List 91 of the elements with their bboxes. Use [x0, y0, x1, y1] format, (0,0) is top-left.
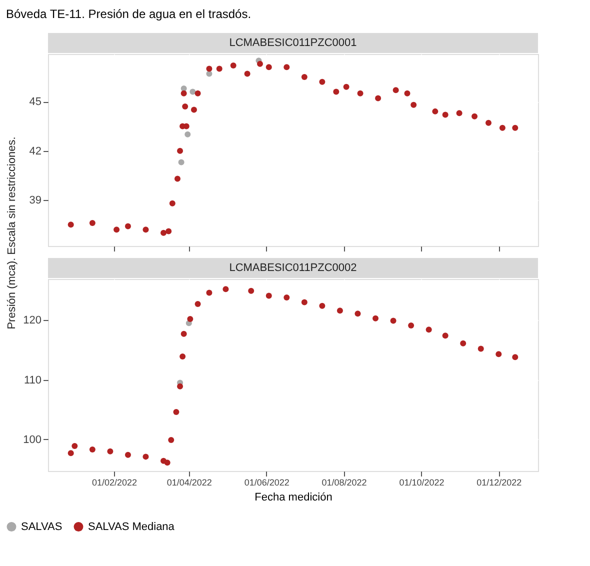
point	[333, 88, 340, 95]
point	[410, 102, 417, 108]
point	[187, 316, 194, 322]
point	[485, 120, 492, 126]
point	[496, 351, 502, 358]
y-tick-label: 39	[29, 194, 42, 207]
point	[512, 124, 518, 131]
point	[343, 84, 350, 90]
point	[266, 64, 272, 70]
point	[408, 322, 414, 329]
point	[442, 112, 448, 118]
x-tick-label: 01/02/2022	[92, 478, 138, 488]
point	[184, 131, 191, 138]
point	[432, 108, 438, 114]
point	[336, 308, 343, 314]
point	[160, 230, 167, 236]
point	[426, 326, 432, 333]
y-tick-label: 42	[29, 145, 42, 158]
point	[478, 346, 484, 352]
point	[168, 437, 174, 443]
point	[173, 408, 180, 415]
point	[301, 299, 308, 306]
x-tick-label: 01/12/2022	[476, 478, 522, 488]
point	[114, 226, 120, 233]
point	[392, 87, 399, 94]
point	[107, 448, 114, 454]
point	[456, 110, 462, 116]
point	[230, 62, 236, 68]
chart-subtitle: LCMABESIC011PZC0002	[229, 262, 357, 274]
point	[178, 159, 184, 166]
point	[222, 286, 229, 292]
point	[284, 294, 290, 300]
point	[180, 330, 187, 337]
point	[512, 354, 518, 360]
point	[216, 66, 222, 72]
chart-subtitle: LCMABESIC011PZC0001	[229, 37, 357, 49]
point	[180, 354, 186, 360]
point	[166, 228, 172, 234]
point	[182, 104, 188, 110]
point	[404, 90, 410, 96]
point	[301, 74, 308, 80]
x-tick-label: 01/08/2022	[322, 478, 367, 488]
point	[460, 340, 466, 346]
point	[372, 315, 379, 322]
point	[390, 318, 396, 324]
point	[72, 442, 78, 449]
point	[177, 148, 184, 154]
point	[180, 90, 187, 96]
point	[194, 301, 201, 308]
point	[319, 302, 326, 309]
point	[244, 70, 250, 77]
point	[472, 113, 478, 120]
point	[375, 95, 382, 102]
y-tick-label: 45	[29, 96, 42, 108]
point	[68, 222, 74, 228]
chart-title: Bóveda TE-11. Presión de agua en el trasdós.	[6, 7, 252, 21]
point	[319, 78, 326, 85]
point	[89, 446, 96, 453]
y-tick-label: 100	[23, 434, 42, 446]
point	[354, 310, 361, 317]
y-tick-label: 120	[23, 314, 42, 327]
point	[89, 220, 96, 226]
point	[256, 60, 263, 67]
point	[357, 90, 364, 96]
point	[206, 66, 212, 72]
point	[284, 64, 290, 70]
point	[194, 90, 201, 96]
x-axis-title: Fecha medición	[254, 492, 332, 504]
point	[177, 383, 184, 390]
point	[206, 290, 212, 296]
point	[190, 88, 196, 95]
point	[124, 452, 131, 458]
point	[190, 106, 197, 113]
y-tick-label: 110	[24, 374, 42, 386]
point	[169, 200, 176, 206]
legend-label: SALVAS Mediana	[88, 520, 176, 533]
point	[164, 460, 170, 466]
x-tick-label: 01/06/2022	[244, 478, 290, 488]
x-tick-label: 01/04/2022	[166, 478, 212, 488]
x-tick-label: 01/10/2022	[399, 478, 444, 488]
point	[442, 332, 448, 339]
y-axis-title: Presión (mca). Escala sin restricciones.	[6, 136, 18, 330]
point	[266, 292, 272, 299]
point	[142, 454, 149, 460]
point	[248, 288, 254, 294]
point	[142, 226, 149, 233]
point	[68, 450, 74, 456]
point	[499, 124, 506, 131]
legend-label: SALVAS	[21, 520, 62, 533]
point	[124, 223, 131, 230]
point	[174, 176, 180, 182]
